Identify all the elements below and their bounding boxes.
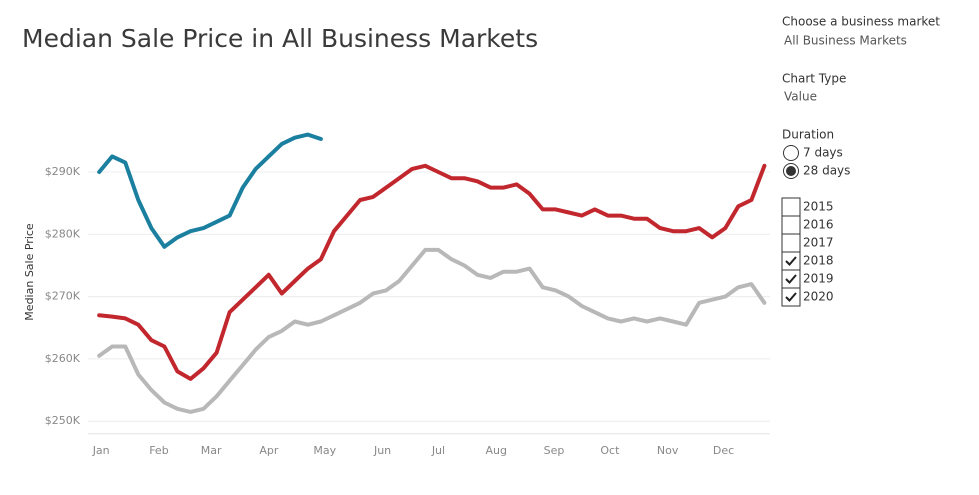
checkbox[interactable]: [781, 197, 801, 217]
series-line: [97, 163, 767, 381]
y-tick-label: $280K: [45, 227, 81, 240]
checkbox-label[interactable]: 2017: [803, 236, 834, 250]
radio-label[interactable]: 28 days: [803, 164, 850, 178]
dropdown[interactable]: Value: [784, 90, 817, 104]
radio-button[interactable]: [783, 145, 799, 161]
x-tick-label: Feb: [149, 444, 168, 457]
dropdown[interactable]: All Business Markets: [784, 34, 907, 48]
x-tick-label: Jul: [431, 444, 445, 457]
y-tick-label: $250K: [45, 414, 81, 427]
x-tick-label: May: [313, 444, 336, 457]
control-label: Choose a business market: [782, 15, 940, 29]
x-tick-label: Mar: [201, 444, 222, 457]
y-tick-label: $270K: [45, 290, 81, 303]
checkbox[interactable]: [781, 269, 801, 289]
x-tick-label: Dec: [713, 444, 734, 457]
checkbox-label[interactable]: 2020: [803, 290, 834, 304]
checkbox[interactable]: [781, 233, 801, 253]
x-tick-label: Aug: [485, 444, 506, 457]
x-tick-label: Sep: [544, 444, 565, 457]
chart-title: Median Sale Price in All Business Market…: [22, 24, 538, 53]
checkmark: [785, 274, 797, 284]
checkbox[interactable]: [781, 251, 801, 271]
checkbox-label[interactable]: 2019: [803, 272, 834, 286]
checkbox[interactable]: [781, 287, 801, 307]
control-label: Chart Type: [782, 72, 846, 86]
y-axis-label: Median Sale Price: [23, 223, 36, 321]
series-line: [97, 247, 767, 414]
radio-dot: [786, 166, 796, 176]
y-tick-label: $290K: [45, 165, 81, 178]
series-line: [97, 132, 323, 249]
radio-label[interactable]: 7 days: [803, 146, 843, 160]
x-tick-label: Apr: [259, 444, 279, 457]
control-label: Duration: [782, 128, 834, 142]
checkbox-label[interactable]: 2018: [803, 254, 834, 268]
x-tick-label: Oct: [600, 444, 620, 457]
checkbox[interactable]: [781, 215, 801, 235]
x-tick-label: Nov: [657, 444, 679, 457]
x-tick-label: Jan: [92, 444, 110, 457]
checkbox-label[interactable]: 2015: [803, 200, 834, 214]
y-tick-label: $260K: [45, 352, 81, 365]
checkmark: [785, 256, 797, 266]
x-tick-label: Jun: [373, 444, 391, 457]
checkmark: [785, 292, 797, 302]
checkbox-label[interactable]: 2016: [803, 218, 834, 232]
